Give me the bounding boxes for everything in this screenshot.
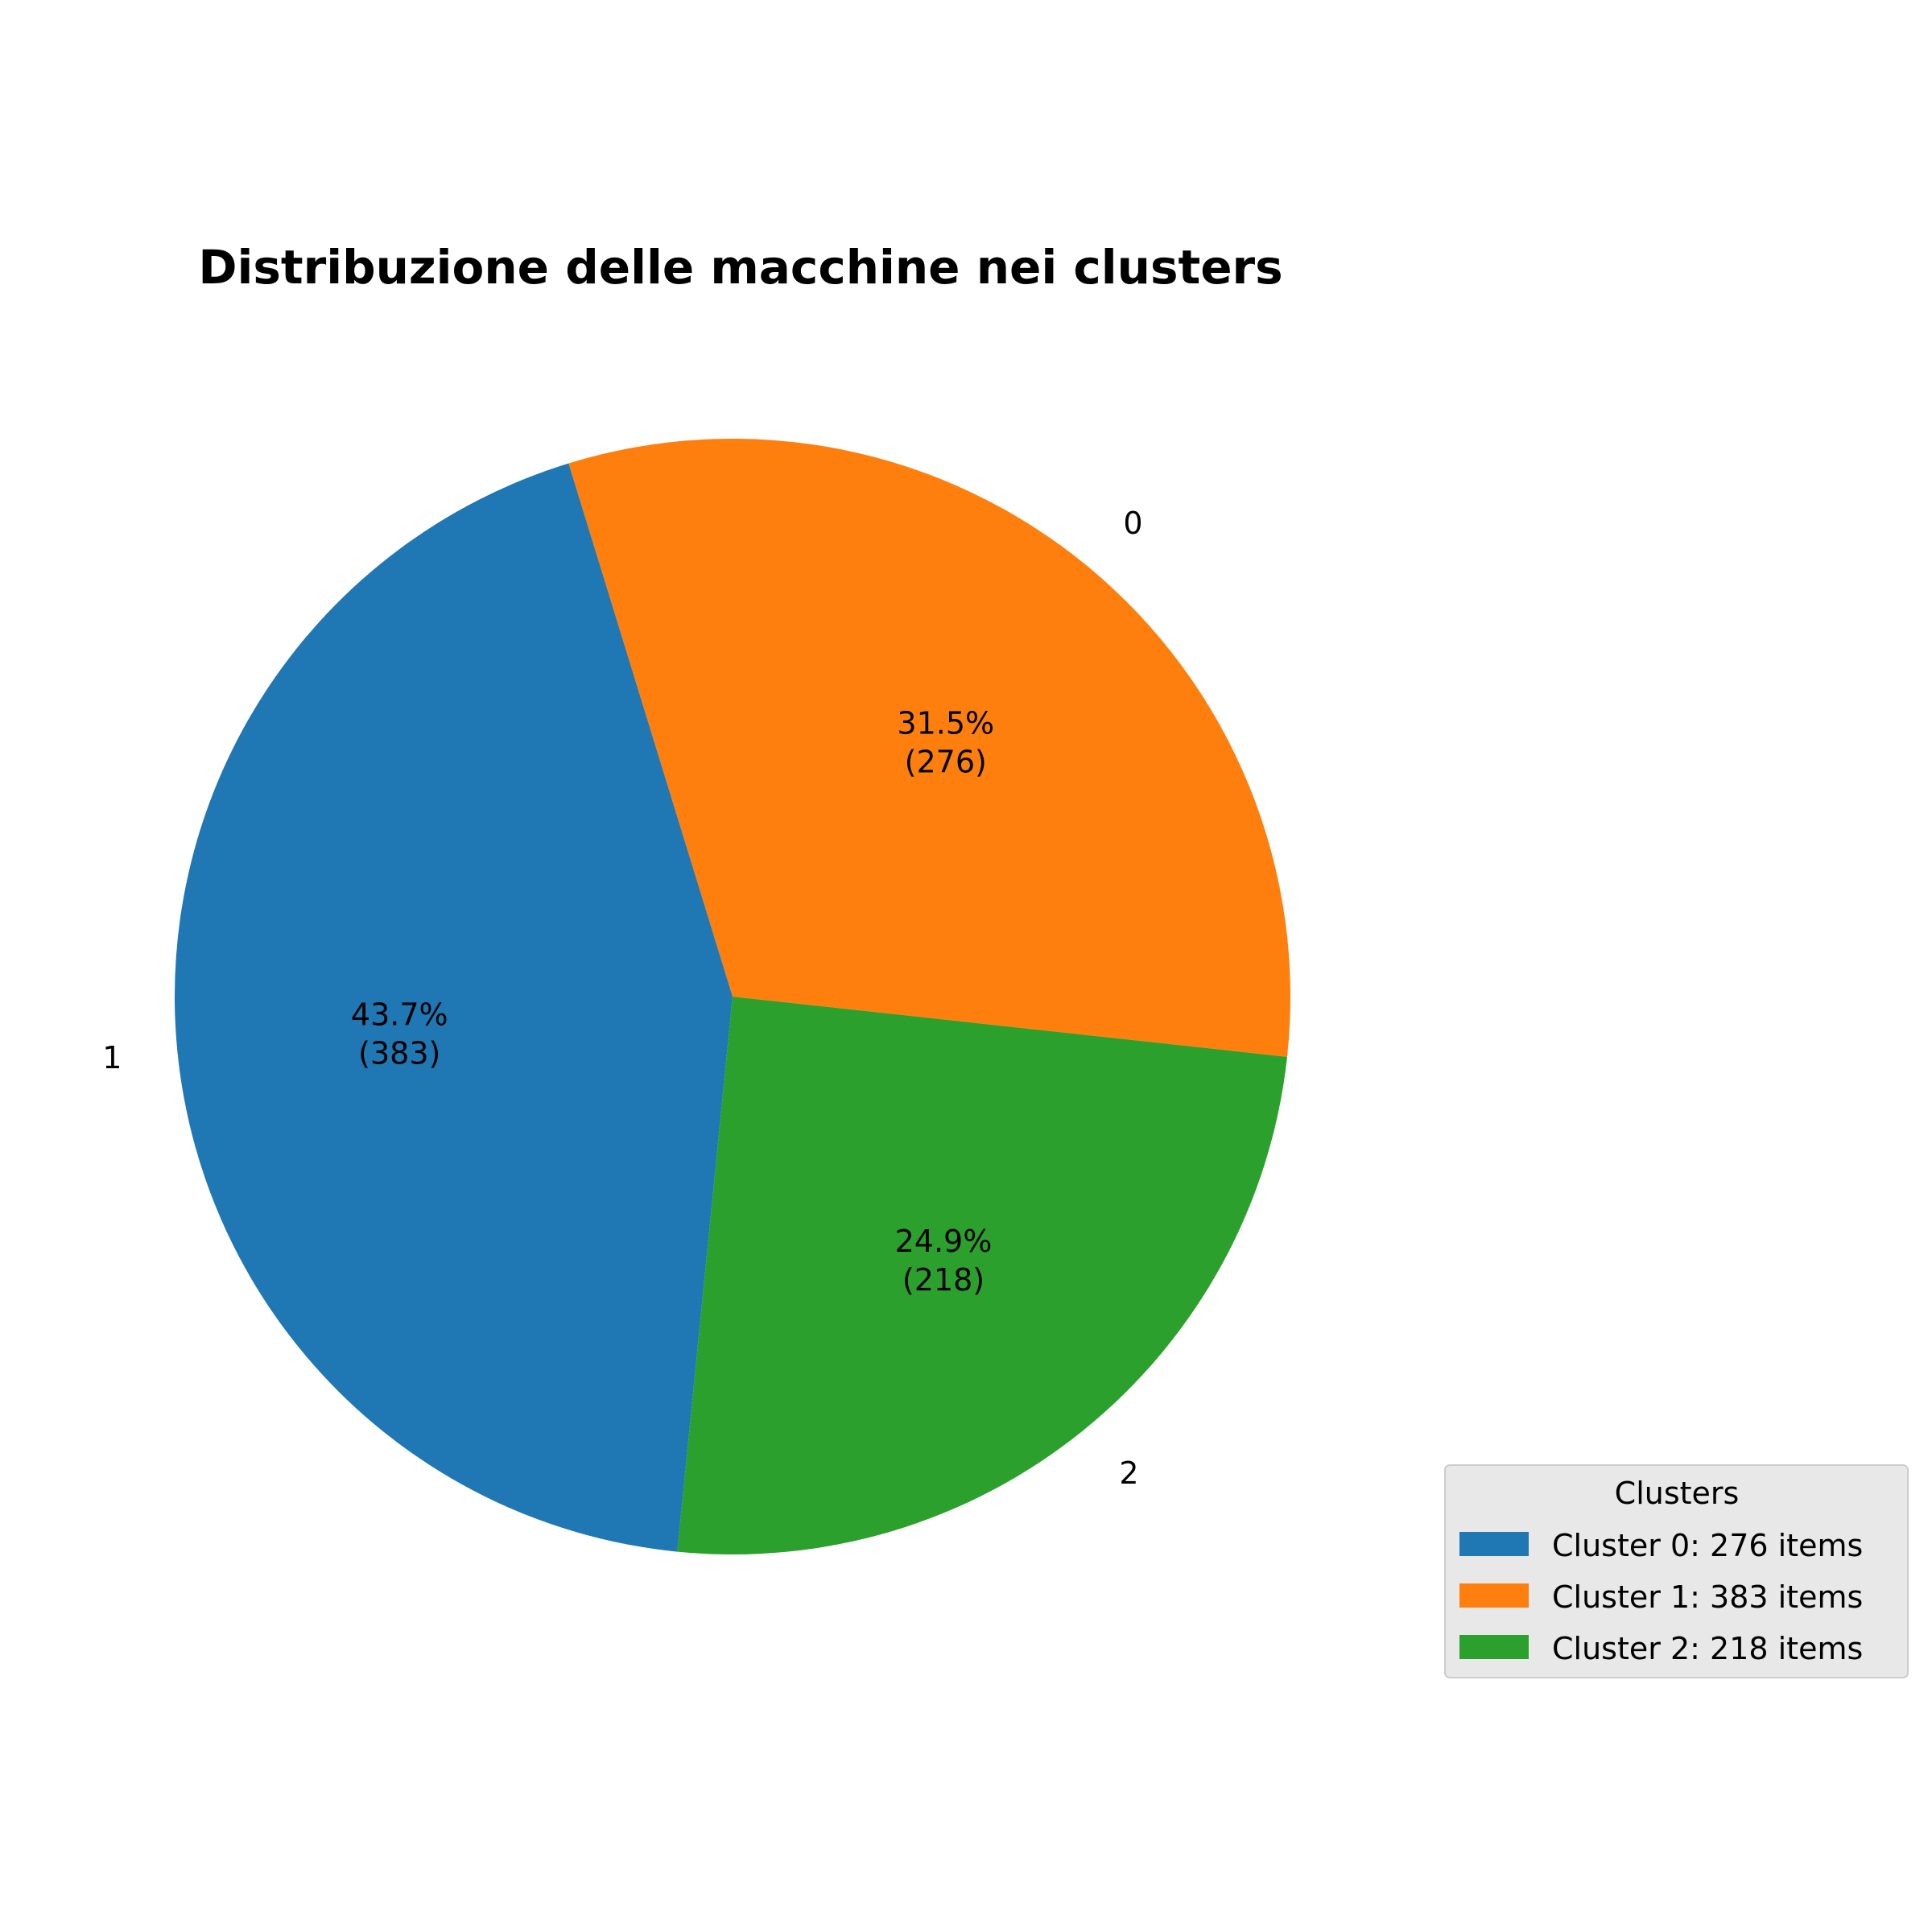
legend-entry-0: Cluster 0: 276 items: [1552, 1528, 1863, 1563]
slice-label-2: 2: [1119, 1455, 1138, 1491]
legend-title: Clusters: [1615, 1476, 1740, 1511]
slice-percent-1: 43.7%: [351, 997, 448, 1032]
legend: Clusters Cluster 0: 276 items Cluster 1: …: [1444, 1464, 1909, 1678]
legend-swatch-1: [1459, 1583, 1529, 1608]
slice-label-1: 1: [102, 1040, 122, 1075]
pie-slice-2: [677, 997, 1287, 1554]
slice-percent-0: 31.5%: [897, 705, 994, 741]
legend-swatch-0: [1459, 1532, 1529, 1556]
legend-entry-1: Cluster 1: 383 items: [1552, 1579, 1863, 1615]
slice-percent-2: 24.9%: [895, 1224, 993, 1259]
pie-slice-1: [175, 463, 733, 1552]
legend-box: [1444, 1464, 1909, 1678]
slice-label-0: 0: [1123, 506, 1142, 541]
slice-count-2: (218): [902, 1262, 985, 1298]
legend-swatch-2: [1459, 1635, 1529, 1659]
legend-entry-2: Cluster 2: 218 items: [1552, 1631, 1863, 1666]
chart-title: Distribuzione delle macchine nei cluster…: [198, 240, 1282, 295]
slice-count-1: (383): [358, 1035, 440, 1071]
pie-slice-0: [568, 439, 1291, 1057]
slice-count-0: (276): [905, 744, 987, 779]
